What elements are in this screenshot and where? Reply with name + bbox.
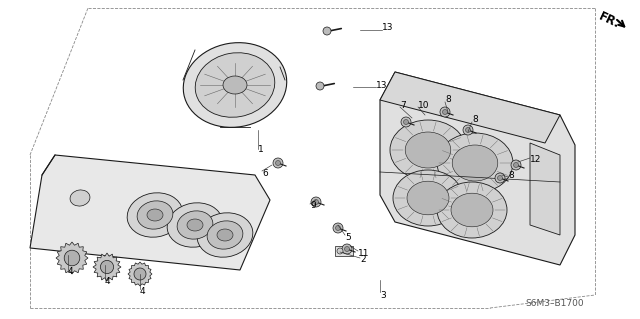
Text: 5: 5 xyxy=(345,233,351,241)
Ellipse shape xyxy=(137,201,173,229)
Polygon shape xyxy=(380,72,560,143)
Ellipse shape xyxy=(223,76,247,94)
Polygon shape xyxy=(30,155,270,270)
Text: FR.: FR. xyxy=(597,10,623,31)
Circle shape xyxy=(335,226,340,231)
Text: 13: 13 xyxy=(382,24,394,33)
Circle shape xyxy=(275,160,280,166)
Text: 6: 6 xyxy=(262,168,268,177)
Circle shape xyxy=(511,160,521,170)
Circle shape xyxy=(323,27,331,35)
Ellipse shape xyxy=(407,181,449,215)
Text: 8: 8 xyxy=(445,95,451,105)
Circle shape xyxy=(342,244,352,254)
Ellipse shape xyxy=(217,229,233,241)
FancyBboxPatch shape xyxy=(335,246,353,256)
Ellipse shape xyxy=(167,203,223,247)
Text: 11: 11 xyxy=(358,249,369,257)
Polygon shape xyxy=(128,262,152,286)
Text: 1: 1 xyxy=(258,145,264,153)
Text: 2: 2 xyxy=(360,256,365,264)
Circle shape xyxy=(64,250,80,266)
Circle shape xyxy=(401,117,411,127)
Circle shape xyxy=(463,125,473,135)
Text: 8: 8 xyxy=(508,170,514,180)
Ellipse shape xyxy=(405,132,451,168)
Text: 8: 8 xyxy=(472,115,477,124)
Circle shape xyxy=(465,128,470,132)
Circle shape xyxy=(442,109,447,115)
Ellipse shape xyxy=(393,170,463,226)
Ellipse shape xyxy=(195,53,275,117)
Circle shape xyxy=(344,247,349,251)
Ellipse shape xyxy=(177,211,213,239)
Circle shape xyxy=(495,173,505,183)
Circle shape xyxy=(316,82,324,90)
Text: 9: 9 xyxy=(310,202,316,211)
Polygon shape xyxy=(530,143,560,235)
Circle shape xyxy=(134,268,146,280)
Circle shape xyxy=(314,199,319,204)
Circle shape xyxy=(100,260,114,274)
Polygon shape xyxy=(56,242,88,274)
Ellipse shape xyxy=(451,193,493,227)
Ellipse shape xyxy=(437,133,513,193)
Text: 13: 13 xyxy=(376,80,387,90)
Text: 4: 4 xyxy=(140,286,146,295)
Circle shape xyxy=(440,107,450,117)
Text: 10: 10 xyxy=(418,100,429,109)
Polygon shape xyxy=(380,72,575,265)
Ellipse shape xyxy=(437,182,507,238)
Ellipse shape xyxy=(207,221,243,249)
Text: S6M3–B1700: S6M3–B1700 xyxy=(525,300,584,308)
Polygon shape xyxy=(93,253,121,281)
Circle shape xyxy=(311,197,321,207)
Ellipse shape xyxy=(127,193,183,237)
Circle shape xyxy=(497,175,502,181)
Ellipse shape xyxy=(147,209,163,221)
Ellipse shape xyxy=(452,145,498,181)
Text: 12: 12 xyxy=(530,155,541,165)
Text: 3: 3 xyxy=(380,291,386,300)
Circle shape xyxy=(337,248,343,254)
Text: 4: 4 xyxy=(68,268,74,277)
Circle shape xyxy=(513,162,518,167)
Text: 7: 7 xyxy=(400,100,406,109)
Circle shape xyxy=(333,223,343,233)
Circle shape xyxy=(403,120,408,124)
Ellipse shape xyxy=(197,213,253,257)
Ellipse shape xyxy=(187,219,203,231)
Text: 4: 4 xyxy=(105,278,111,286)
Ellipse shape xyxy=(70,190,90,206)
Ellipse shape xyxy=(183,43,287,127)
Circle shape xyxy=(273,158,283,168)
Ellipse shape xyxy=(390,120,466,180)
